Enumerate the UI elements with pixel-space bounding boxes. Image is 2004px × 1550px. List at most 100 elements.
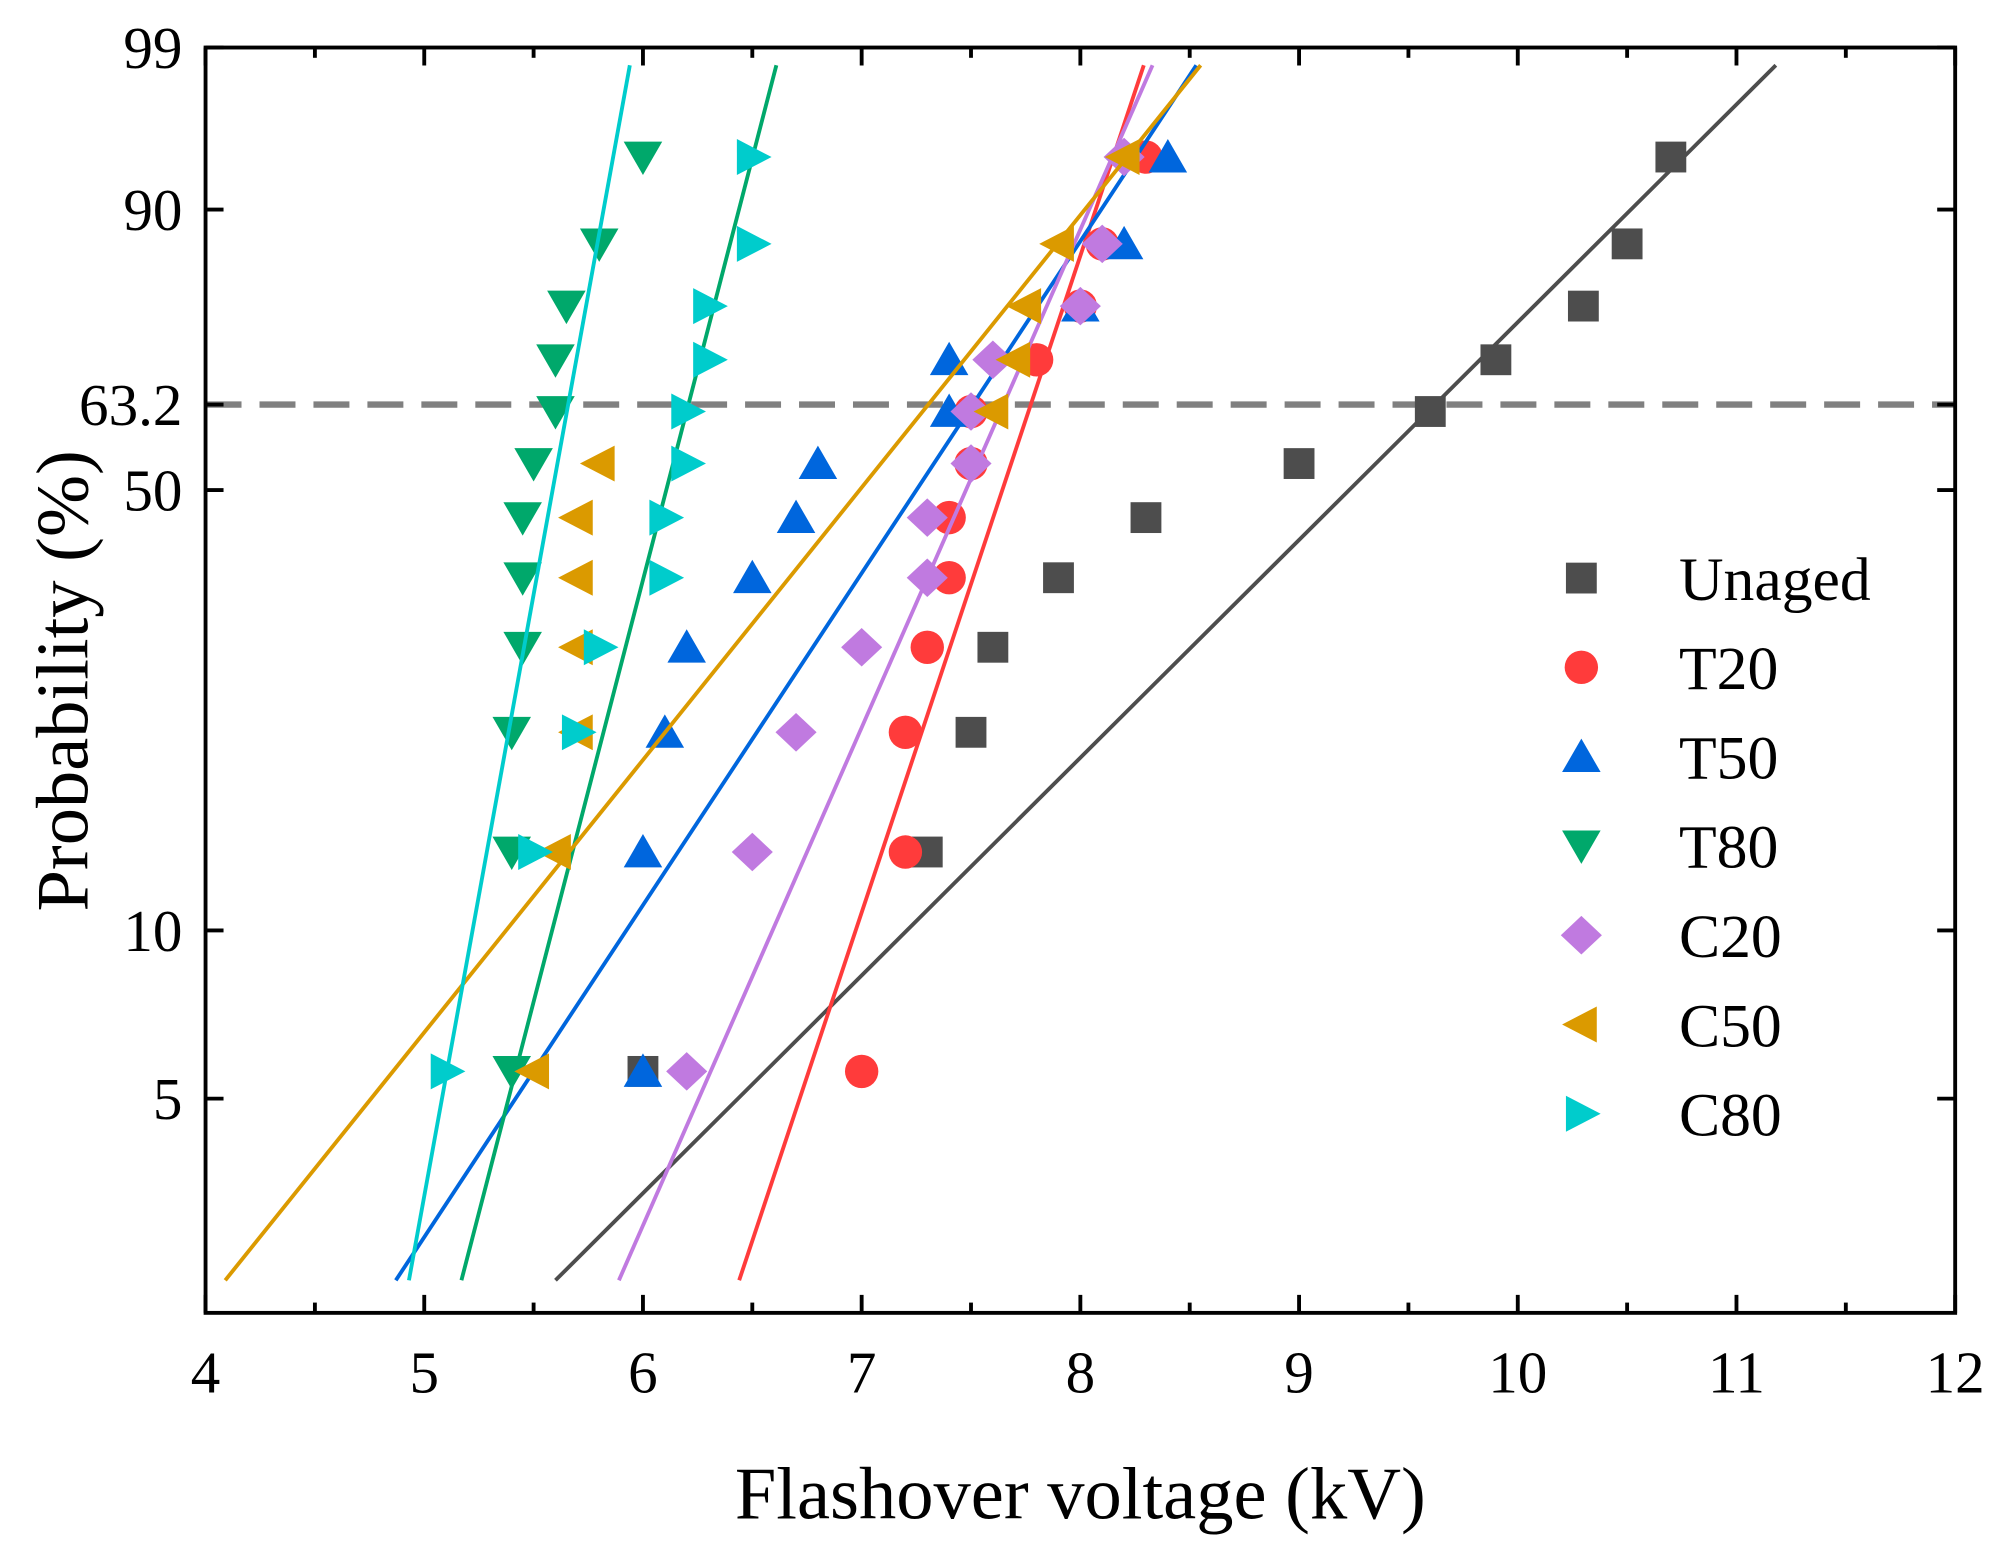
data-point-c80 bbox=[649, 499, 685, 536]
legend-label-t20: T20 bbox=[1679, 635, 1778, 703]
y-tick-label: 50 bbox=[123, 458, 182, 524]
data-point-t50 bbox=[623, 834, 663, 868]
data-point-c20 bbox=[906, 498, 948, 537]
legend-label-c20: C20 bbox=[1679, 903, 1782, 971]
legend-marker-t50 bbox=[1562, 738, 1601, 773]
legend-marker-c80 bbox=[1565, 1095, 1601, 1132]
data-point-c80 bbox=[671, 445, 706, 482]
data-point-t80 bbox=[623, 141, 663, 176]
data-point-t50 bbox=[1148, 139, 1188, 173]
data-point-t50 bbox=[667, 629, 706, 663]
data-point-t80 bbox=[492, 716, 532, 751]
data-point-t20 bbox=[910, 630, 944, 664]
series-c80 bbox=[407, 64, 772, 1281]
y-tick-label: 63.2 bbox=[79, 372, 182, 438]
data-point-c50 bbox=[558, 559, 593, 596]
data-point-c80 bbox=[430, 1053, 466, 1090]
data-point-t20 bbox=[888, 835, 923, 869]
data-point-c50 bbox=[579, 445, 615, 482]
fit-line-c80 bbox=[407, 64, 632, 1281]
data-point-c80 bbox=[736, 225, 772, 262]
fit-line-unaged bbox=[554, 63, 1778, 1282]
data-point-c50 bbox=[536, 834, 571, 870]
data-point-t80 bbox=[579, 228, 619, 262]
data-point-t50 bbox=[776, 499, 816, 534]
data-point-c50 bbox=[995, 341, 1031, 378]
data-point-t80 bbox=[547, 290, 586, 325]
series-t80 bbox=[459, 64, 779, 1281]
fit-line-c50 bbox=[223, 64, 1203, 1282]
x-tick-label: 12 bbox=[1926, 1340, 1985, 1406]
legend-marker-t80 bbox=[1562, 830, 1601, 864]
data-point-t20 bbox=[844, 1054, 879, 1089]
x-tick-label: 8 bbox=[1066, 1340, 1096, 1406]
data-point-t80 bbox=[536, 396, 575, 430]
data-point-t80 bbox=[514, 448, 553, 482]
data-point-c20 bbox=[1059, 286, 1101, 326]
legend-marker-c20 bbox=[1560, 915, 1602, 955]
legend-marker-unaged bbox=[1565, 562, 1597, 594]
data-point-unaged bbox=[1414, 396, 1446, 427]
data-point-unaged bbox=[1283, 448, 1315, 479]
fit-line-c20 bbox=[617, 64, 1155, 1282]
axes: 4 5 6 7 8 9 10 11 12 99 90 63.2 50 10 5 bbox=[79, 15, 1985, 1405]
data-point-c80 bbox=[518, 834, 553, 870]
data-point-unaged bbox=[977, 631, 1009, 663]
legend-label-t80: T80 bbox=[1679, 814, 1778, 882]
data-point-c80 bbox=[649, 559, 685, 596]
data-point-t80 bbox=[536, 344, 575, 378]
y-tick-label: 99 bbox=[123, 15, 182, 81]
data-point-c80 bbox=[561, 714, 597, 751]
y-tick-label: 10 bbox=[123, 898, 182, 964]
data-point-c80 bbox=[671, 393, 706, 430]
data-point-unaged bbox=[1130, 502, 1162, 534]
series-c50 bbox=[223, 64, 1203, 1282]
data-point-c50 bbox=[1006, 288, 1042, 325]
data-point-c20 bbox=[950, 392, 992, 431]
data-point-t80 bbox=[503, 562, 542, 596]
fit-line-t80 bbox=[459, 64, 779, 1281]
x-tick-label: 10 bbox=[1488, 1340, 1547, 1406]
fit-line-t20 bbox=[737, 64, 1146, 1281]
data-point-c80 bbox=[693, 288, 728, 325]
data-point-c80 bbox=[736, 139, 772, 176]
data-point-c50 bbox=[558, 499, 593, 536]
data-point-t50 bbox=[929, 341, 969, 376]
data-point-c20 bbox=[775, 713, 817, 752]
data-point-unaged bbox=[1655, 141, 1687, 173]
data-point-t20 bbox=[888, 715, 923, 750]
legend: Unaged T20 T50 T80 C20 C50 C80 bbox=[1560, 546, 1871, 1150]
data-point-t50 bbox=[623, 1053, 663, 1087]
data-point-unaged bbox=[955, 716, 987, 748]
y-axis-label: Probability (%) bbox=[22, 450, 104, 911]
x-tick-label: 11 bbox=[1708, 1340, 1765, 1406]
data-point-t50 bbox=[733, 559, 772, 594]
data-point-unaged bbox=[1480, 344, 1512, 376]
x-tick-label: 7 bbox=[847, 1340, 877, 1406]
data-point-t80 bbox=[503, 502, 542, 536]
data-point-unaged bbox=[1567, 290, 1599, 322]
series-t50 bbox=[394, 64, 1198, 1282]
data-point-c50 bbox=[514, 1053, 550, 1090]
data-point-c20 bbox=[731, 832, 773, 872]
data-point-t50 bbox=[798, 445, 838, 479]
data-point-c20 bbox=[841, 627, 883, 667]
x-tick-label: 4 bbox=[191, 1340, 221, 1406]
legend-marker-c50 bbox=[1562, 1006, 1597, 1043]
x-tick-label: 5 bbox=[409, 1340, 439, 1406]
data-point-c50 bbox=[1104, 139, 1140, 176]
legend-label-c50: C50 bbox=[1679, 992, 1782, 1060]
legend-label-t50: T50 bbox=[1679, 724, 1778, 792]
data-point-c20 bbox=[1081, 224, 1123, 264]
data-point-c80 bbox=[583, 629, 619, 666]
data-point-unaged bbox=[1043, 562, 1074, 594]
x-tick-label: 9 bbox=[1284, 1340, 1314, 1406]
y-tick-label: 90 bbox=[123, 177, 182, 243]
data-point-c20 bbox=[906, 558, 948, 598]
data-point-t20 bbox=[932, 561, 966, 595]
data-point-c80 bbox=[693, 341, 728, 378]
legend-marker-t20 bbox=[1564, 650, 1599, 685]
data-point-c20 bbox=[950, 444, 992, 483]
legend-label-unaged: Unaged bbox=[1679, 546, 1871, 614]
